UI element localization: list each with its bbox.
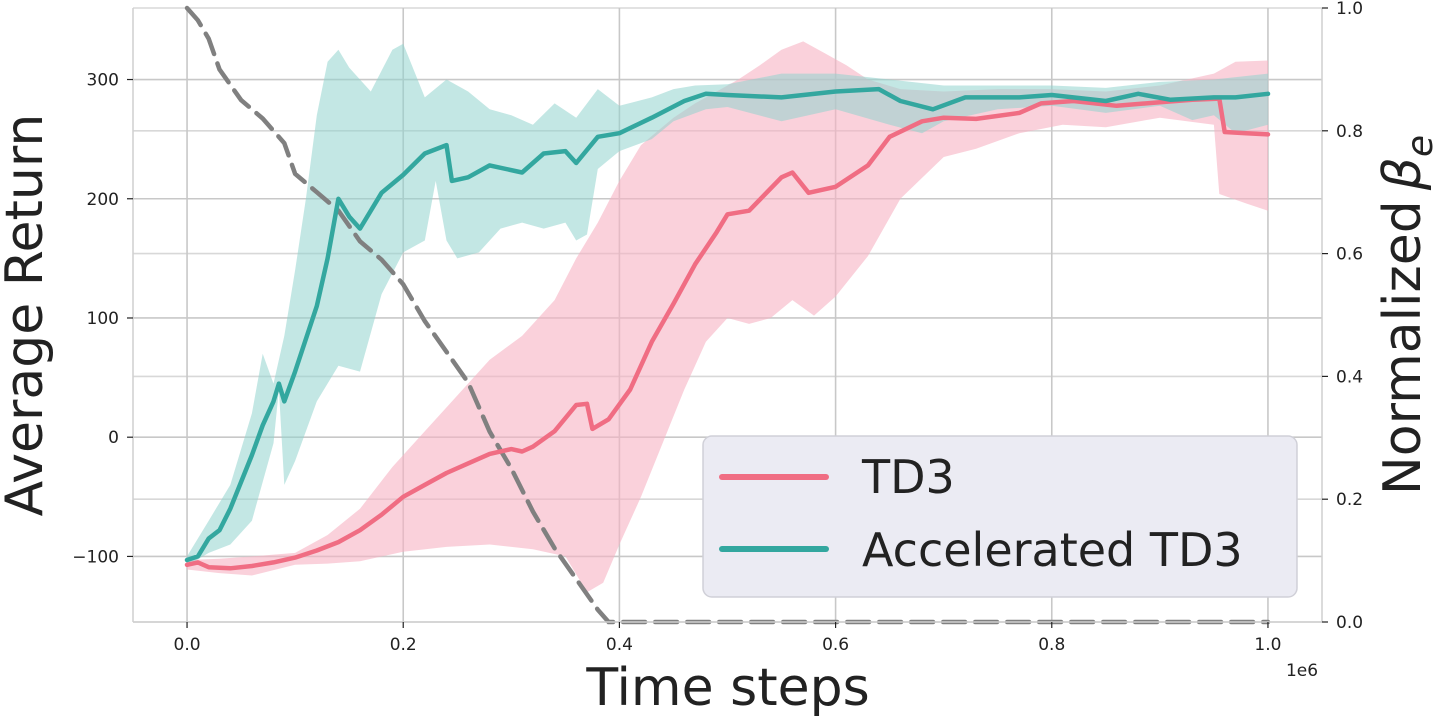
- y2-axis-label: Normalized βe: [1373, 135, 1440, 495]
- axes-frame: [132, 8, 1323, 623]
- y2-tick-label: 0.2: [1336, 490, 1363, 510]
- band-td3: [187, 41, 1268, 593]
- y2-tick-label: 0.6: [1336, 245, 1363, 265]
- x-tick-label: 0.6: [822, 635, 849, 655]
- line-beta-e: [184, 5, 1271, 625]
- legend: TD3 Accelerated TD3: [702, 435, 1298, 598]
- line-accelerated-td3: [184, 86, 1271, 563]
- tick-labels: 0.0 0.2 0.4 0.6 0.8 1.0 −100 0 100 200 300 0.0 0.2 0.…: [72, 0, 1363, 655]
- y-tick-label: 100: [87, 309, 119, 329]
- x-tick-label: 0.0: [174, 635, 201, 655]
- y2-axis-label-text: Normalized: [1373, 200, 1433, 495]
- x-axis-label: Time steps: [585, 658, 869, 718]
- legend-box: [702, 435, 1298, 598]
- x-tick-label: 0.8: [1038, 635, 1065, 655]
- y-tick-label: 0: [108, 428, 119, 448]
- y-tick-label: 200: [87, 190, 119, 210]
- legend-label-td3: TD3: [861, 450, 955, 504]
- confidence-bands: [187, 41, 1268, 593]
- y-tick-label: −100: [72, 547, 119, 567]
- y2-axis-label-subscript: e: [1400, 135, 1440, 157]
- series-lines: [184, 5, 1271, 625]
- y2-tick-label: 0.0: [1336, 613, 1363, 633]
- legend-label-accelerated-td3: Accelerated TD3: [862, 523, 1243, 577]
- line-td3: [184, 96, 1271, 571]
- y-axis-label: Average Return: [0, 114, 55, 517]
- y2-tick-label: 0.8: [1336, 122, 1363, 142]
- x-tick-label: 1.0: [1254, 635, 1281, 655]
- y2-axis-label-symbol: β: [1373, 157, 1433, 191]
- y2-tick-label: 1.0: [1336, 0, 1363, 19]
- y2-tick-label: 0.4: [1336, 367, 1363, 387]
- y-tick-label: 300: [87, 71, 119, 91]
- x-offset-label: 1e6: [1286, 661, 1318, 681]
- band-accelerated-td3: [187, 43, 1268, 567]
- x-tick-label: 0.4: [606, 635, 633, 655]
- x-tick-label: 0.2: [390, 635, 417, 655]
